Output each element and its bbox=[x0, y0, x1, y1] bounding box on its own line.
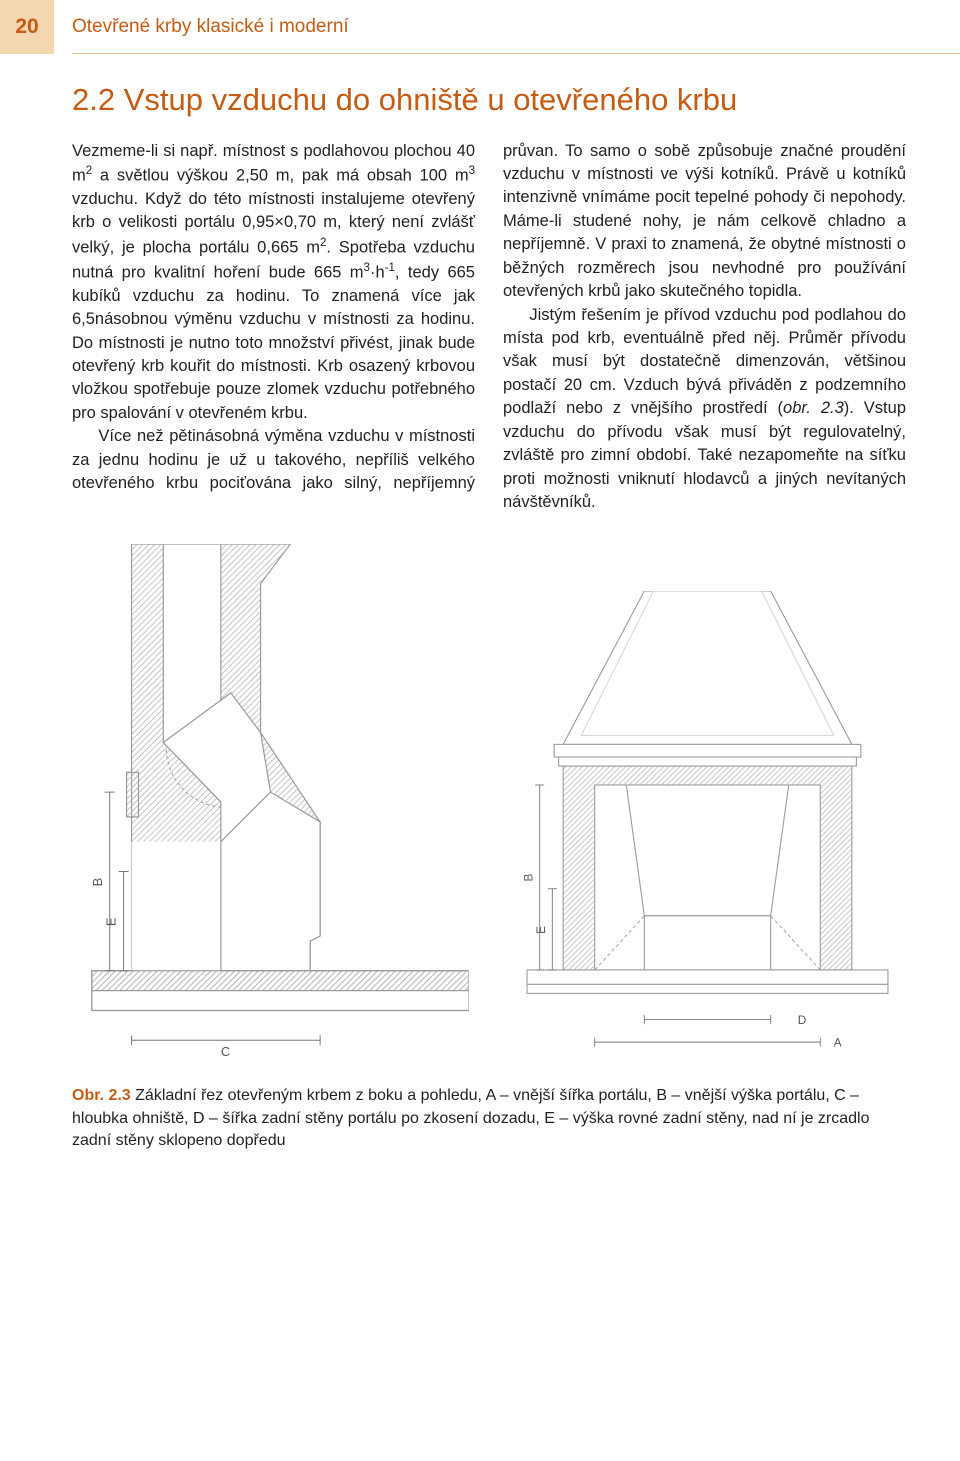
figure-front-elevation: B E D A bbox=[509, 591, 906, 1065]
svg-text:E: E bbox=[104, 917, 119, 926]
diagram-right-svg: B E D A bbox=[509, 591, 906, 1060]
figure-caption: Obr. 2.3 Základní řez otevřeným krbem z … bbox=[72, 1085, 906, 1151]
page-header: 20 Otevřené krby klasické i moderní bbox=[0, 0, 960, 54]
svg-text:B: B bbox=[90, 878, 105, 887]
svg-text:E: E bbox=[535, 926, 548, 934]
body-paragraph-1: Vezmeme-li si např. místnost s podlahovo… bbox=[72, 140, 475, 426]
figure-ref: Obr. 2.3 bbox=[72, 1087, 131, 1104]
body-columns: Vezmeme-li si např. místnost s podlahovo… bbox=[72, 140, 906, 515]
svg-text:C: C bbox=[221, 1045, 230, 1060]
body-paragraph-3: Jistým řešením je přívod vzduchu pod pod… bbox=[503, 304, 906, 515]
page-content: 2.2 Vstup vzduchu do ohniště u otevřenéh… bbox=[0, 54, 960, 1152]
page-number: 20 bbox=[15, 15, 38, 39]
figure-caption-text: Základní řez otevřeným krbem z boku a po… bbox=[72, 1087, 870, 1148]
figure-side-section: B E C bbox=[72, 544, 469, 1065]
svg-text:B: B bbox=[522, 874, 535, 882]
svg-text:D: D bbox=[798, 1014, 806, 1027]
header-rule: Otevřené krby klasické i moderní bbox=[72, 0, 960, 54]
section-heading: 2.2 Vstup vzduchu do ohniště u otevřenéh… bbox=[72, 82, 906, 118]
figure-row: B E C bbox=[72, 544, 906, 1065]
page-number-tab: 20 bbox=[0, 0, 54, 54]
diagram-left-svg: B E C bbox=[72, 544, 469, 1060]
svg-text:A: A bbox=[834, 1037, 842, 1050]
book-title: Otevřené krby klasické i moderní bbox=[72, 16, 349, 38]
